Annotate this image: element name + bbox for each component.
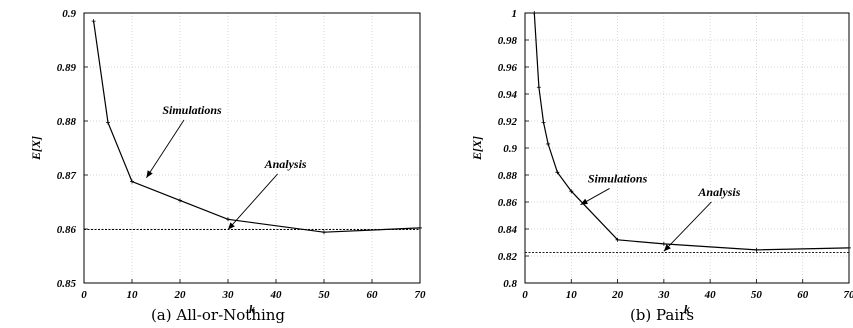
- x-tick-label: 60: [367, 289, 379, 301]
- x-tick-label: 10: [566, 289, 578, 301]
- data-point: [322, 230, 326, 235]
- y-tick-label: 0.88: [498, 170, 518, 182]
- y-tick-label: 0.98: [498, 35, 518, 47]
- x-tick-label: 20: [174, 289, 187, 301]
- data-point: [661, 241, 666, 246]
- x-tick-label: 50: [319, 289, 331, 301]
- x-tick-label: 70: [844, 289, 853, 301]
- data-point: [569, 189, 574, 194]
- data-point: [546, 141, 551, 146]
- plot-frame: [83, 12, 421, 284]
- data-point: [541, 120, 546, 125]
- chart-a: 0 10 20 30 40 50 60 70 0.85 0.86 0.87 0.88 0.89 0.9 k E…: [29, 8, 426, 324]
- subfigure-caption: (a) All-or-Nothing: [151, 306, 285, 324]
- y-tick-label: 0.87: [57, 170, 77, 182]
- x-tick-label: 40: [270, 289, 283, 301]
- annotation-arrow: [663, 201, 712, 252]
- chart-b: 0 10 20 30 40 50 60 70 0.8 0.82 0.84 0.86 0.88 0.9 0.9…: [470, 8, 853, 324]
- data-point: [106, 120, 110, 125]
- y-tick-label: 0.88: [57, 116, 77, 128]
- y-tick-label: 0.9: [503, 143, 517, 155]
- annotation-simulations: Simulations: [588, 171, 648, 185]
- x-tick-label: 20: [611, 289, 624, 301]
- series-line-simulations: [93, 21, 420, 233]
- data-point: [178, 198, 182, 203]
- data-point: [130, 179, 134, 184]
- x-tick-label: 0: [81, 289, 87, 301]
- y-tick-label: 0.84: [498, 224, 518, 236]
- annotation-analysis: Analysis: [264, 157, 307, 171]
- y-tick-label: 0.86: [498, 197, 518, 209]
- x-axis-label: k: [684, 302, 690, 316]
- y-axis-label: E[X]: [29, 136, 43, 161]
- y-tick-label: 0.89: [57, 62, 77, 74]
- subfigure-caption: (b) Pairs: [630, 306, 694, 324]
- x-axis-label: k: [249, 302, 255, 316]
- annotation-analysis: Analysis: [697, 185, 740, 199]
- y-axis-label: E[X]: [470, 136, 484, 161]
- annotation-simulations: Simulations: [162, 103, 222, 117]
- y-tick-label: 0.94: [498, 89, 518, 101]
- y-tick-label: 0.86: [57, 224, 77, 236]
- x-tick-label: 30: [657, 289, 670, 301]
- plot-frame: [524, 12, 850, 284]
- y-tick-label: 0.9: [62, 8, 76, 20]
- data-point: [536, 85, 541, 90]
- y-tick-label: 1: [512, 8, 518, 20]
- y-tick-label: 0.92: [498, 116, 518, 128]
- data-point: [91, 19, 96, 24]
- data-point: [226, 217, 230, 222]
- series-line-simulations: [533, 13, 849, 251]
- annotation-arrow: [227, 173, 278, 230]
- y-tick-label: 0.8: [503, 278, 517, 290]
- x-tick-label: 0: [522, 289, 528, 301]
- y-tick-label: 0.85: [57, 278, 77, 290]
- y-tick-label: 0.82: [498, 251, 518, 263]
- data-point: [615, 237, 620, 242]
- annotation-arrow: [146, 119, 185, 178]
- x-tick-label: 50: [751, 289, 763, 301]
- data-point: [555, 170, 560, 175]
- x-tick-label: 30: [222, 289, 235, 301]
- x-tick-label: 70: [415, 289, 427, 301]
- annotation-arrow: [580, 188, 610, 206]
- x-tick-label: 10: [127, 289, 139, 301]
- x-tick-label: 60: [797, 289, 809, 301]
- x-tick-label: 40: [704, 289, 717, 301]
- y-tick-label: 0.96: [498, 62, 518, 74]
- data-point: [754, 247, 759, 252]
